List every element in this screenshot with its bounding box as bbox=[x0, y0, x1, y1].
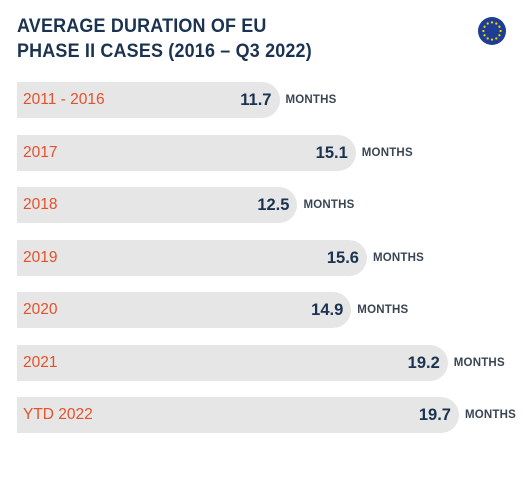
value-label: 19.7 bbox=[418, 406, 451, 424]
category-label: YTD 2022 bbox=[23, 406, 93, 423]
value-label: 12.5 bbox=[257, 196, 290, 214]
bar-row: YTD 2022 19.7 MONTHS bbox=[17, 397, 523, 433]
bar bbox=[17, 397, 459, 433]
unit-label: MONTHS bbox=[361, 146, 413, 159]
eu-flag-star bbox=[483, 25, 486, 28]
unit-label: MONTHS bbox=[373, 251, 425, 264]
bar-row: 2017 15.1 MONTHS bbox=[17, 134, 523, 171]
bar-row: 2018 12.5 MONTHS bbox=[17, 187, 523, 223]
category-label: 2020 bbox=[23, 301, 58, 318]
bar-row: 2011 - 2016 11.7 MONTHS bbox=[17, 82, 523, 118]
eu-flag-star bbox=[486, 22, 489, 25]
eu-flag-star bbox=[483, 34, 486, 37]
chart-title: AVERAGE DURATION OF EU PHASE II CASES (2… bbox=[17, 14, 312, 64]
value-label: 15.6 bbox=[326, 248, 359, 267]
eu-flag-star bbox=[486, 37, 489, 40]
eu-flag-star bbox=[498, 34, 501, 37]
bar bbox=[17, 292, 352, 328]
chart-title-line-1: AVERAGE DURATION OF EU bbox=[17, 15, 267, 37]
unit-label: MONTHS bbox=[285, 94, 337, 106]
category-label: 2018 bbox=[23, 196, 58, 213]
eu-flag-star bbox=[498, 25, 501, 28]
unit-label: MONTHS bbox=[303, 199, 355, 211]
eu-flag-icon bbox=[478, 17, 506, 45]
category-label: 2011 - 2016 bbox=[23, 91, 105, 108]
value-label: 15.1 bbox=[315, 143, 348, 162]
value-label: 11.7 bbox=[240, 91, 272, 109]
eu-flag-star bbox=[499, 29, 502, 33]
eu-flag-disc bbox=[478, 17, 506, 45]
bar-row: 2021 19.2 MONTHS bbox=[17, 344, 523, 381]
eu-flag-star bbox=[495, 22, 498, 25]
bar bbox=[17, 134, 356, 171]
category-label: 2021 bbox=[23, 353, 58, 371]
eu-flag-star bbox=[482, 29, 485, 33]
eu-flag-star bbox=[490, 21, 494, 24]
unit-label: MONTHS bbox=[453, 356, 505, 369]
bar bbox=[17, 239, 367, 276]
bar bbox=[17, 344, 448, 381]
eu-flag-stars bbox=[482, 21, 502, 41]
bar-row: 2019 15.6 MONTHS bbox=[17, 239, 523, 276]
chart-title-line-2: PHASE II CASES (2016 – Q3 2022) bbox=[17, 40, 312, 62]
bar-row: 2020 14.9 MONTHS bbox=[17, 292, 523, 328]
bar bbox=[17, 187, 298, 223]
category-label: 2019 bbox=[23, 248, 58, 266]
unit-label: MONTHS bbox=[357, 304, 409, 316]
eu-flag-star bbox=[495, 37, 498, 40]
unit-label: MONTHS bbox=[465, 409, 517, 421]
bar bbox=[17, 82, 280, 118]
value-label: 14.9 bbox=[311, 301, 344, 319]
value-label: 19.2 bbox=[407, 353, 440, 372]
eu-flag-star bbox=[490, 38, 494, 41]
category-label: 2017 bbox=[23, 143, 58, 161]
